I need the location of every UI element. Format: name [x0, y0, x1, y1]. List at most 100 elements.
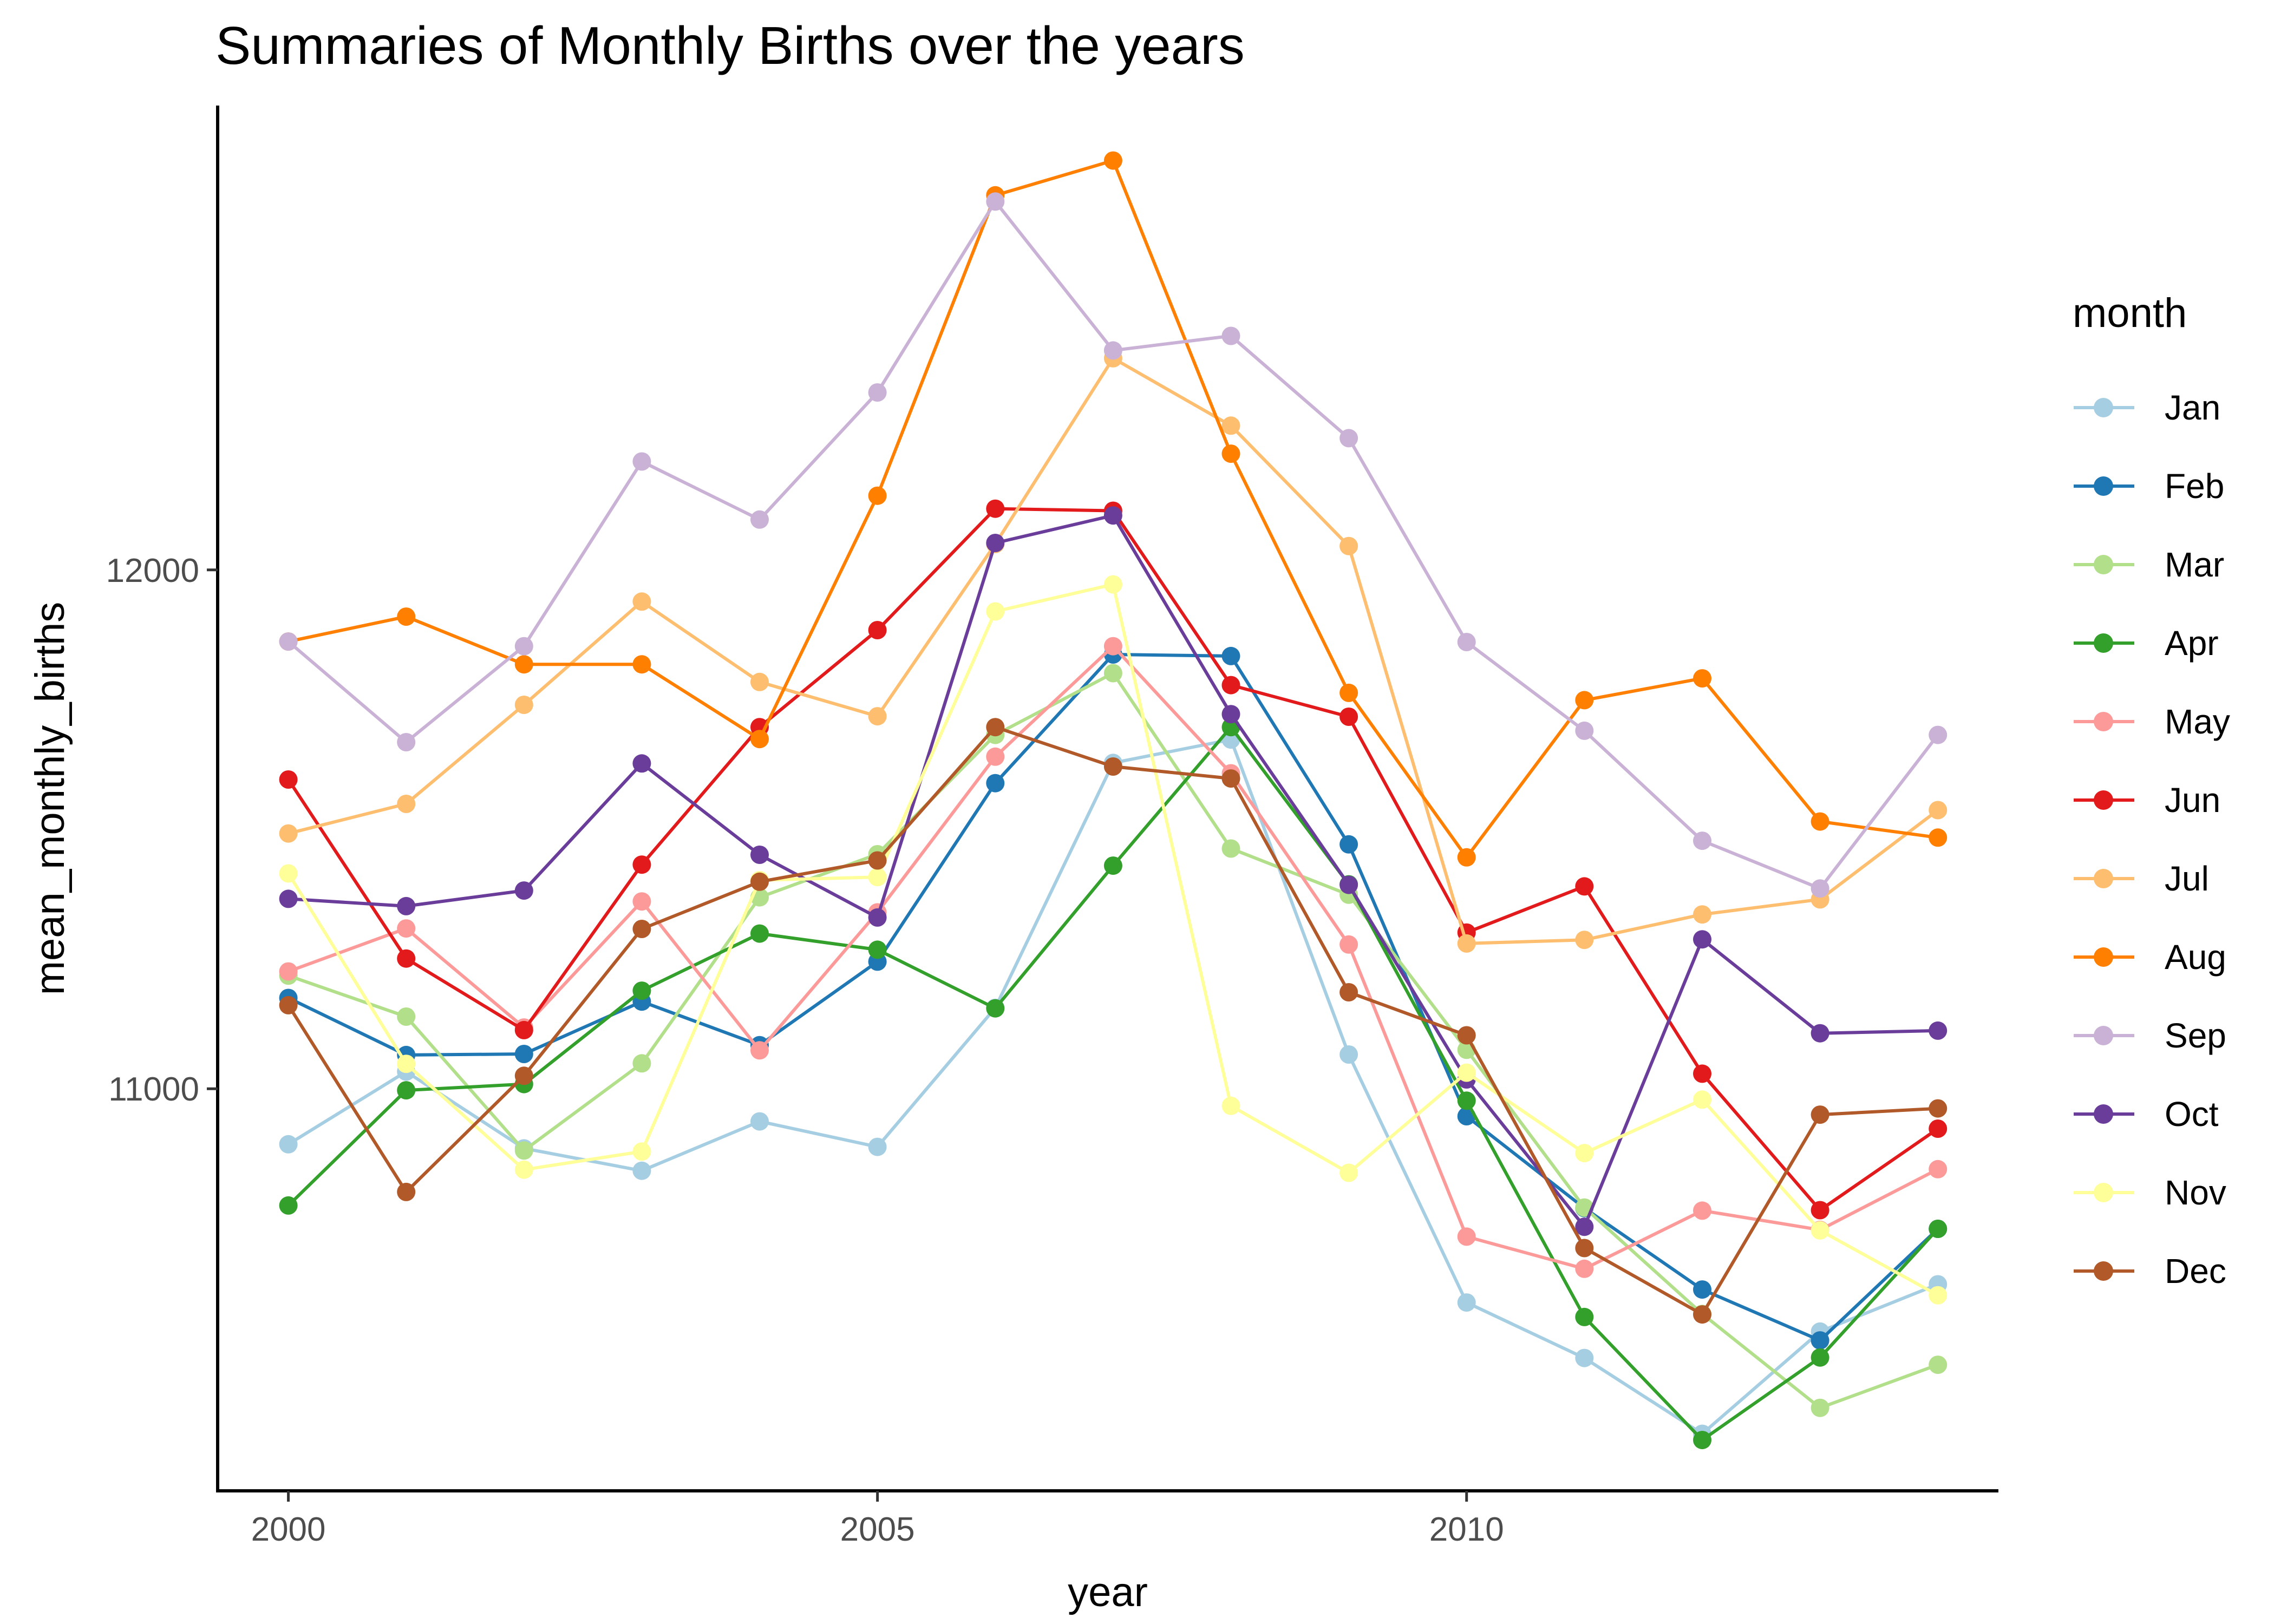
data-point-apr [397, 1081, 416, 1100]
legend-key-jun [2074, 789, 2134, 811]
data-point-jan [868, 1137, 887, 1156]
data-point-jun [1693, 1064, 1711, 1083]
axis-ticks: 2000 2005 2010 11000 12000 [106, 552, 1504, 1548]
legend-label-apr: Apr [2165, 623, 2219, 663]
x-tick-label: 2000 [251, 1511, 326, 1548]
data-point-jun [868, 621, 887, 639]
data-point-nov [1457, 1063, 1476, 1082]
data-point-jul [397, 795, 416, 813]
data-point-nov [1339, 1163, 1358, 1182]
data-point-mar [1811, 1398, 1829, 1417]
legend-item-jul: Jul [2074, 839, 2230, 918]
data-point-may [986, 747, 1005, 766]
series-mar [279, 664, 1948, 1417]
data-point-aug [1103, 151, 1122, 170]
data-point-sep [514, 637, 533, 656]
data-point-jan [1457, 1293, 1476, 1312]
data-point-jun [986, 499, 1005, 518]
series-line-dec [287, 725, 1938, 1317]
data-point-dec [750, 872, 769, 891]
data-point-jul [1693, 905, 1711, 924]
legend-label-dec: Dec [2165, 1251, 2226, 1291]
data-point-sep [632, 452, 651, 471]
legend-label-feb: Feb [2165, 466, 2225, 506]
data-point-oct [1929, 1021, 1948, 1040]
data-point-sep [1103, 341, 1122, 360]
data-point-sep [1693, 831, 1711, 850]
data-point-nov [1811, 1221, 1829, 1240]
series-aug [279, 151, 1948, 867]
data-point-may [1103, 637, 1122, 656]
legend-label-jun: Jun [2165, 780, 2221, 820]
legend-item-aug: Aug [2074, 918, 2230, 996]
legend-item-sep: Sep [2074, 996, 2230, 1075]
data-point-sep [1575, 721, 1594, 740]
data-point-sep [868, 383, 887, 402]
series-group [279, 151, 1948, 1450]
legend-item-jan: Jan [2074, 368, 2230, 447]
data-point-jun [514, 1020, 533, 1039]
data-point-aug [1221, 444, 1240, 463]
data-point-jun [1339, 708, 1358, 726]
legend-title: month [2073, 290, 2187, 336]
legend-key-nov [2074, 1182, 2134, 1203]
data-point-jun [279, 770, 298, 789]
data-point-dec [1929, 1099, 1948, 1118]
data-point-oct [1811, 1024, 1829, 1043]
data-point-jun [397, 949, 416, 968]
legend-item-jun: Jun [2074, 761, 2230, 839]
data-point-nov [1221, 1096, 1240, 1115]
legend-label-jul: Jul [2165, 859, 2209, 898]
data-point-nov [868, 868, 887, 887]
data-point-feb [1811, 1331, 1829, 1350]
data-point-mar [514, 1141, 533, 1160]
series-line-mar [287, 671, 1939, 1410]
data-point-jan [1339, 1045, 1358, 1064]
data-point-jul [632, 592, 651, 611]
data-point-may [632, 892, 651, 911]
data-point-may [1339, 935, 1358, 954]
legend-key-aug [2074, 946, 2134, 968]
legend-key-mar [2074, 554, 2134, 575]
data-point-mar [397, 1007, 416, 1026]
data-point-oct [1103, 506, 1122, 525]
legend-item-feb: Feb [2074, 447, 2230, 525]
legend-item-may: May [2074, 682, 2230, 761]
series-may [279, 637, 1948, 1278]
legend-items: Jan Feb Mar Apr May Jun Jul Aug Sep Oct Nov Dec [2074, 368, 2230, 1310]
legend-key-may [2074, 711, 2134, 732]
data-point-oct [1575, 1217, 1594, 1236]
data-point-aug [1575, 691, 1594, 710]
series-line-sep [287, 200, 1939, 890]
data-point-jul [750, 672, 769, 691]
data-point-apr [1103, 856, 1122, 875]
legend-item-mar: Mar [2074, 525, 2230, 604]
data-point-apr [1457, 1091, 1476, 1110]
data-point-jul [1457, 934, 1476, 953]
data-point-oct [1221, 705, 1240, 724]
data-point-nov [632, 1142, 651, 1161]
y-axis-title: mean_monthly_births [27, 602, 73, 996]
data-point-jun [1929, 1119, 1948, 1138]
data-point-nov [1929, 1286, 1948, 1305]
data-point-sep [1929, 725, 1948, 744]
data-point-nov [514, 1160, 533, 1179]
data-point-may [1575, 1259, 1594, 1278]
data-point-may [279, 962, 298, 981]
data-point-oct [279, 889, 298, 908]
legend-label-aug: Aug [2165, 937, 2226, 977]
data-point-jul [1339, 536, 1358, 555]
data-point-dec [1339, 983, 1358, 1001]
data-point-jan [279, 1135, 298, 1154]
legend-label-nov: Nov [2165, 1173, 2226, 1212]
series-feb [279, 645, 1948, 1350]
data-point-aug [1457, 848, 1476, 867]
data-point-mar [632, 1054, 651, 1073]
series-line-nov [287, 582, 1939, 1297]
data-point-dec [632, 920, 651, 938]
data-point-dec [1457, 1026, 1476, 1045]
legend-item-oct: Oct [2074, 1075, 2230, 1153]
data-point-feb [514, 1045, 533, 1063]
data-point-dec [514, 1066, 533, 1085]
